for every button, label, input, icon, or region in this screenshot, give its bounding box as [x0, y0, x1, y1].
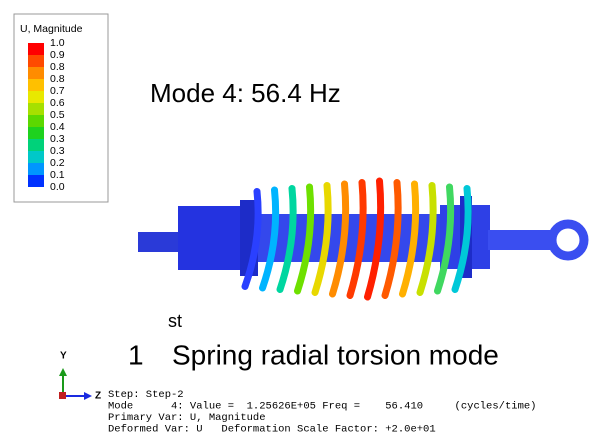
legend-swatch: [28, 151, 44, 163]
triad: Y Z: [59, 351, 101, 402]
legend-label: 0.8: [50, 73, 65, 85]
legend-swatch: [28, 103, 44, 115]
legend-swatch: [28, 175, 44, 187]
legend-swatch: [28, 163, 44, 175]
legend-swatch: [28, 115, 44, 127]
legend-swatch: [28, 67, 44, 79]
legend-swatch: [28, 43, 44, 55]
rod-end: [138, 232, 183, 252]
legend-label: 0.6: [50, 97, 65, 109]
legend-label: 1.0: [50, 37, 65, 49]
legend-label: 0.8: [50, 61, 65, 73]
y-arrowhead: [59, 368, 67, 376]
triad-z: Z: [95, 391, 101, 402]
z-arrowhead: [84, 392, 92, 400]
legend-title: U, Magnitude: [20, 23, 83, 35]
info-line: Mode 4: Value = 1.25626E+05 Freq = 56.41…: [108, 400, 536, 412]
eye: [552, 224, 584, 256]
info-line: Deformed Var: U Deformation Scale Factor…: [108, 423, 436, 435]
triad-y: Y: [60, 351, 67, 362]
page: U, Magnitude 1.00.90.80.80.70.60.50.40.3…: [0, 0, 592, 439]
legend-label: 0.7: [50, 85, 65, 97]
legend-swatch: [28, 55, 44, 67]
legend-label: 0.9: [50, 49, 65, 61]
legend-swatch: [28, 79, 44, 91]
legend-label: 0.0: [50, 181, 65, 193]
legend-swatch: [28, 127, 44, 139]
caption-number: 1: [128, 339, 144, 370]
legend-label: 0.2: [50, 157, 65, 169]
legend-label: 0.3: [50, 133, 65, 145]
mode-label: Mode 4: 56.4 Hz: [150, 78, 341, 108]
legend-label: 0.5: [50, 109, 65, 121]
caption-text: Spring radial torsion mode: [172, 339, 499, 370]
scene: U, Magnitude 1.00.90.80.80.70.60.50.40.3…: [0, 0, 592, 439]
model: [138, 181, 584, 297]
legend-label: 0.1: [50, 169, 65, 181]
legend-swatch: [28, 91, 44, 103]
info-line: Step: Step-2: [108, 389, 184, 401]
info-line: Primary Var: U, Magnitude: [108, 412, 266, 424]
legend-label: 0.4: [50, 121, 65, 133]
caption-suffix: st: [168, 311, 182, 331]
origin: [59, 392, 66, 399]
legend-label: 0.3: [50, 145, 65, 157]
legend-swatch: [28, 139, 44, 151]
rod: [488, 230, 556, 250]
